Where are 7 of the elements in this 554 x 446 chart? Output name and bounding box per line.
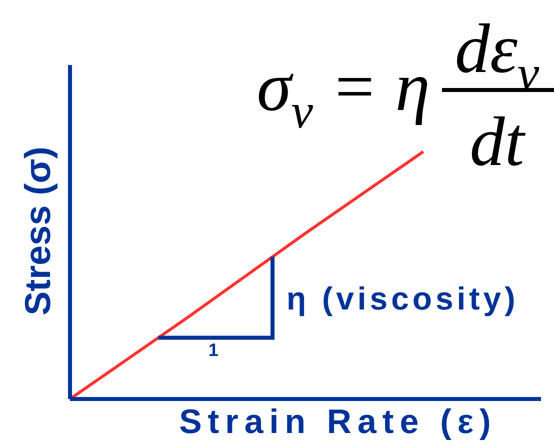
x-axis-title: Strain Rate (ε) [179, 403, 497, 441]
annotation: 1 [208, 340, 218, 360]
annotation: dt [470, 104, 526, 181]
text: σ$_{v}$ = η [256, 49, 430, 138]
annotation: η (viscosity) [286, 280, 519, 316]
text: dε$_{v}$ [454, 11, 540, 100]
y-axis-title: Stress (σ) [17, 146, 58, 316]
